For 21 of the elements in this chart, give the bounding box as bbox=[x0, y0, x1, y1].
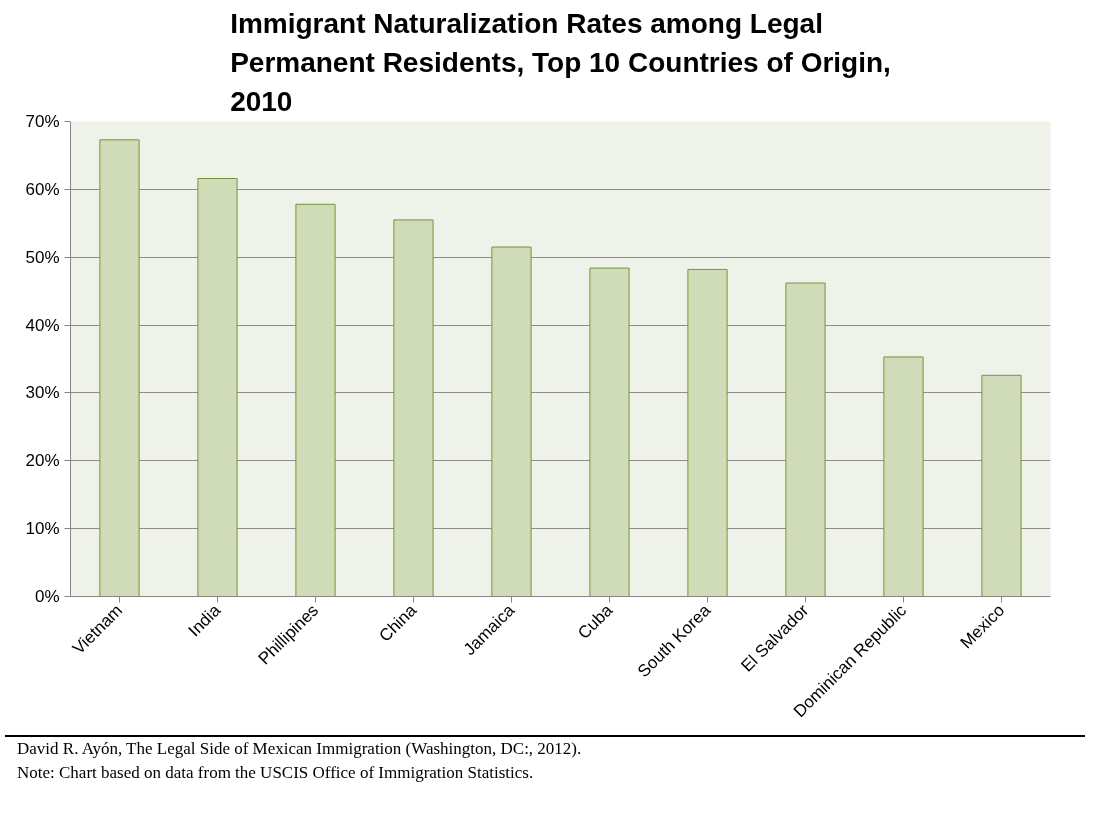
bar bbox=[981, 374, 1022, 597]
y-tick-label: 50% bbox=[25, 247, 60, 267]
bar bbox=[393, 219, 434, 597]
text: David R. Ayón, The Legal Side of Mexican Immigration (Washington, DC:, 2012). bbox=[17, 739, 582, 758]
y-tick-label: 20% bbox=[25, 451, 60, 471]
text: Note: Chart based on data from the USCIS Office of Immigration Statistics. bbox=[17, 763, 534, 783]
y-tick-label: 30% bbox=[25, 383, 60, 403]
bar bbox=[687, 268, 728, 597]
bar bbox=[589, 267, 630, 597]
bar bbox=[785, 282, 826, 597]
bar bbox=[99, 139, 140, 597]
bar bbox=[883, 356, 924, 597]
y-tick-label: 10% bbox=[25, 519, 60, 539]
chart-title: Immigrant Naturalization Rates among Legal Permanent Residents, Top 10 Countries of Origin, 2010 bbox=[230, 8, 891, 117]
bar bbox=[295, 203, 336, 597]
bar bbox=[197, 178, 238, 597]
bar bbox=[491, 246, 532, 597]
y-tick-label: 70% bbox=[25, 112, 60, 131]
y-tick-label: 60% bbox=[25, 179, 60, 199]
y-tick-label: 40% bbox=[25, 315, 60, 335]
y-tick-label: 0% bbox=[34, 587, 60, 606]
